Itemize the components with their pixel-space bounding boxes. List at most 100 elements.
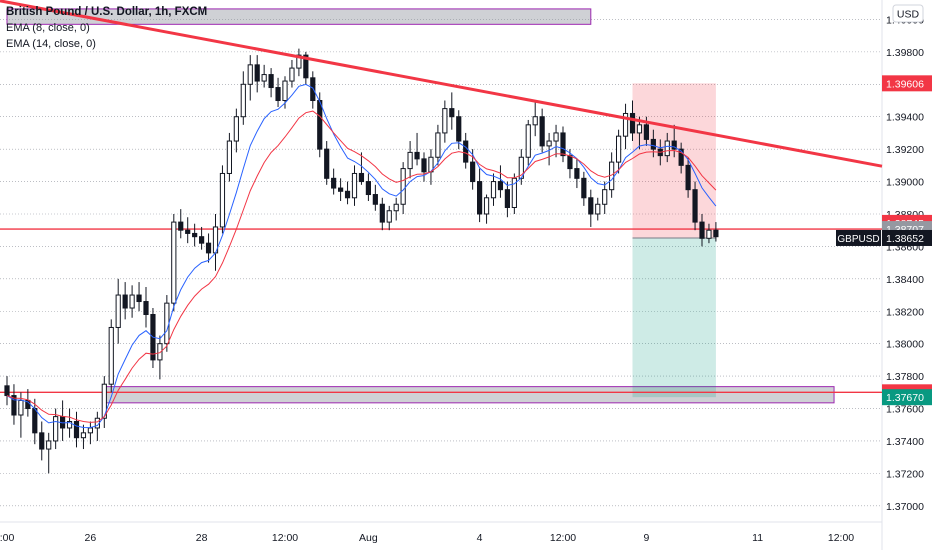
candle-body — [233, 116, 239, 142]
candle-body — [268, 74, 274, 89]
ema-14-line — [6, 110, 717, 423]
candle-body — [664, 140, 670, 157]
candle — [157, 335, 163, 380]
candle — [428, 149, 434, 185]
candle-body — [463, 140, 469, 163]
candle-body — [32, 408, 38, 434]
currency-box — [892, 4, 924, 23]
chart-title: British Pound / U.S. Dollar, 1h, FXCM — [6, 6, 208, 18]
candle — [449, 92, 455, 130]
candle-body — [324, 148, 330, 179]
candle — [324, 141, 330, 185]
candle-body — [442, 108, 448, 134]
candle — [289, 59, 295, 88]
candle-body — [407, 151, 413, 170]
candle — [46, 432, 52, 474]
candle — [685, 157, 691, 198]
candle-body — [199, 236, 205, 244]
candle — [706, 223, 712, 244]
candle — [560, 126, 566, 163]
candle-body — [46, 440, 52, 450]
candle — [4, 376, 10, 406]
candle-body — [240, 83, 246, 118]
candle-body — [581, 177, 587, 199]
candle — [595, 197, 601, 221]
candle-body — [574, 168, 580, 179]
y-tick-label: 1.37600 — [886, 404, 924, 416]
candle-body — [470, 161, 476, 183]
candle-body — [331, 177, 337, 189]
candle — [372, 184, 378, 211]
ema-8-line — [6, 83, 717, 429]
price-tag: 1.38652 — [886, 233, 924, 245]
candle-body — [66, 420, 73, 429]
candle-body — [671, 140, 677, 150]
candle-body — [650, 138, 656, 150]
candle-body — [421, 158, 427, 173]
y-tick-label: 1.37000 — [886, 501, 924, 513]
candle — [414, 132, 420, 166]
candle — [73, 411, 80, 448]
price-axis[interactable]: 1.400001.398001.396001.394001.392001.390… — [886, 4, 924, 513]
candle — [53, 408, 59, 450]
y-tick-label: 1.39400 — [886, 112, 924, 124]
candle — [344, 181, 351, 205]
candle — [692, 181, 698, 231]
candle-body — [101, 383, 107, 419]
candle — [616, 129, 622, 174]
candle — [393, 197, 399, 221]
trendline-group[interactable] — [0, 0, 883, 168]
candle-body — [477, 181, 483, 215]
candle-body — [358, 172, 365, 183]
candle — [442, 100, 448, 143]
candle-body — [643, 124, 649, 140]
candle — [60, 400, 66, 441]
x-tick-label: 4 — [477, 532, 483, 544]
price-tag-bg — [882, 229, 932, 246]
candle — [129, 285, 135, 318]
candle — [122, 282, 128, 320]
x-tick-label: :00 — [0, 532, 14, 544]
candle — [400, 162, 406, 214]
candle-body — [379, 203, 385, 223]
short-position-tool[interactable] — [632, 83, 716, 398]
candle — [240, 71, 246, 125]
candle-body — [247, 64, 253, 85]
candle-body — [490, 181, 497, 199]
candle-body — [386, 210, 392, 223]
y-tick-label: 1.38000 — [886, 339, 924, 351]
candle-body — [289, 67, 295, 82]
y-tick-label: 1.39000 — [886, 177, 924, 189]
candle — [87, 421, 94, 445]
candle-body — [553, 132, 559, 142]
y-tick-label: 1.39200 — [886, 144, 924, 156]
candle — [310, 71, 316, 109]
candle-body — [143, 301, 149, 315]
candle-body — [282, 80, 288, 102]
candle-body — [616, 135, 622, 163]
candle-body — [254, 64, 260, 82]
take-profit-area — [632, 237, 716, 398]
candle — [477, 168, 483, 223]
candle — [588, 189, 594, 227]
candle-body — [115, 294, 121, 328]
candle — [178, 209, 184, 239]
candle — [11, 384, 17, 425]
symbol-tag: GBPUSD — [837, 234, 879, 245]
candle-body — [636, 124, 643, 134]
candle — [678, 142, 684, 174]
candle-body — [171, 221, 177, 304]
candle — [504, 181, 510, 218]
time-axis[interactable]: :00 26 28 12:00 Aug 4 12:00 9 11 12:00 — [0, 532, 854, 544]
candle-body — [4, 385, 10, 397]
candle-body — [372, 194, 378, 205]
y-tick-label: 1.39800 — [886, 47, 924, 59]
candle-body — [157, 343, 163, 361]
candle — [171, 213, 177, 312]
candle-body — [713, 229, 719, 238]
candle-body — [400, 168, 406, 205]
candle — [421, 152, 427, 182]
candle-body — [108, 326, 114, 385]
